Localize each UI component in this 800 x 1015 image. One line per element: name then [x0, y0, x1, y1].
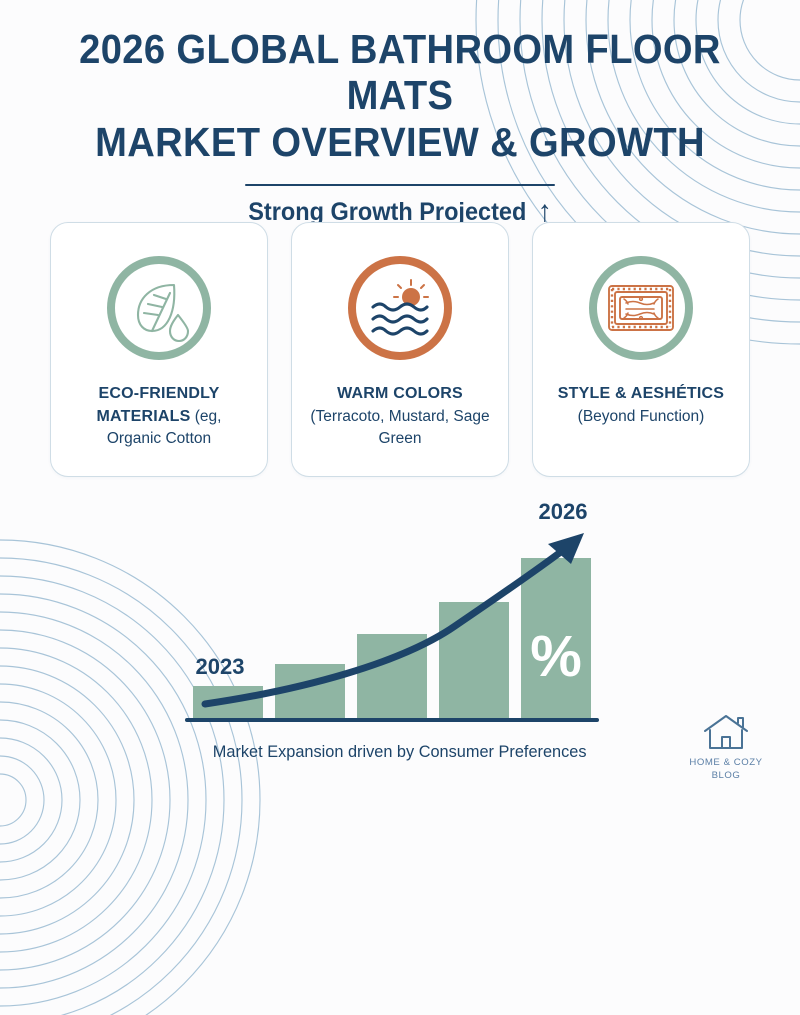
sun-waves-icon	[341, 249, 459, 367]
decorative-rug-icon	[582, 249, 700, 367]
header: 2026 GLOBAL BATHROOM FLOOR MATS MARKET O…	[0, 26, 800, 227]
logo-line-1: HOME & COZY	[689, 757, 763, 769]
logo-text: HOME & COZY BLOG	[689, 757, 762, 782]
card-eco-friendly-text: ECO-FRIENDLY MATERIALS (eg, Organic Cott…	[69, 383, 249, 450]
growth-bar-chart: 2023 2026 %	[185, 499, 599, 722]
card-style-aesthetics-detail: (Beyond Function)	[577, 407, 705, 425]
title-line-1: 2026 GLOBAL BATHROOM FLOOR MATS	[79, 26, 721, 119]
feature-cards: ECO-FRIENDLY MATERIALS (eg, Organic Cott…	[50, 222, 750, 477]
card-warm-colors[interactable]: WARM COLORS (Terracoto, Mustard, Sage Gr…	[291, 222, 509, 477]
chart-caption: Market Expansion driven by Consumer Pref…	[0, 742, 800, 762]
subtitle-text: Strong Growth Projected	[248, 197, 527, 226]
card-warm-colors-text: WARM COLORS (Terracoto, Mustard, Sage Gr…	[310, 383, 490, 450]
house-icon	[704, 715, 748, 750]
chart-percent-overlay: %	[530, 624, 582, 689]
logo[interactable]: HOME & COZY BLOG	[674, 712, 778, 782]
subtitle: Strong Growth Projected ↑	[24, 197, 776, 227]
chart-label-2023: 2023	[196, 654, 245, 679]
card-style-aesthetics[interactable]: STYLE & AESHÉTICS (Beyond Function)	[532, 222, 750, 477]
title-line-2: MARKET OVERVIEW & GROWTH	[95, 118, 705, 165]
card-eco-friendly-detail: (eg, Organic Cotton	[106, 407, 222, 448]
card-style-aesthetics-text: STYLE & AESHÉTICS (Beyond Function)	[551, 383, 731, 428]
leaf-droplet-icon	[100, 249, 218, 367]
chart-caption-text: Market Expansion driven by Consumer Pref…	[213, 742, 587, 761]
card-eco-friendly-heading: ECO-FRIENDLY MATERIALS	[96, 385, 220, 425]
bar-2026	[521, 558, 591, 720]
chart-label-2026: 2026	[539, 499, 588, 524]
bar-4	[439, 602, 509, 720]
chart-bars	[193, 558, 591, 720]
card-warm-colors-detail: (Terracoto, Mustard, Sage Green	[310, 407, 490, 447]
card-eco-friendly[interactable]: ECO-FRIENDLY MATERIALS (eg, Organic Cott…	[50, 222, 268, 477]
page-title: 2026 GLOBAL BATHROOM FLOOR MATS MARKET O…	[28, 26, 772, 165]
title-divider	[245, 183, 555, 187]
rising-curve-arrow	[201, 533, 584, 708]
card-warm-colors-heading: WARM COLORS	[337, 385, 463, 402]
logo-line-2: BLOG	[711, 769, 741, 781]
up-arrow-icon: ↑	[537, 195, 552, 229]
card-style-aesthetics-heading: STYLE & AESHÉTICS	[557, 385, 725, 402]
